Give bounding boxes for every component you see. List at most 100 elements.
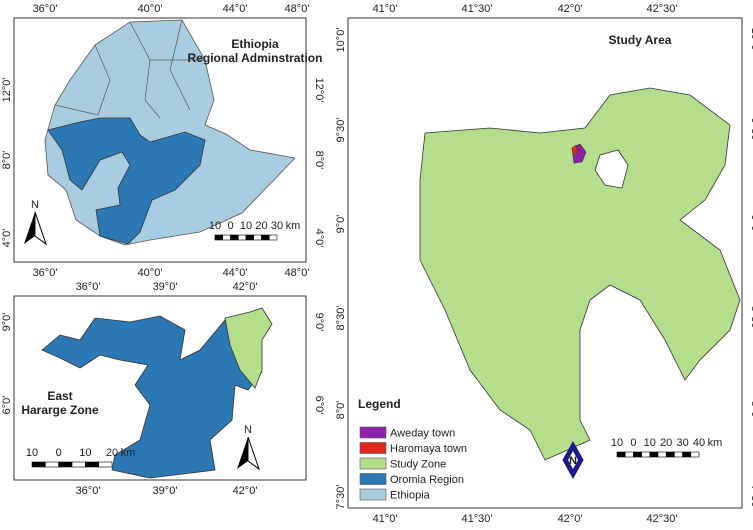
top-coord-label: 42°0' (233, 281, 258, 293)
scale-bar (690, 451, 700, 458)
scale-bar (253, 234, 262, 241)
north-label: N (31, 199, 39, 211)
right-coord-label: 9°0' (749, 215, 753, 234)
scale-label: 0 (56, 447, 62, 459)
bottom-coord-label: 42°0' (558, 513, 583, 525)
scale-bar (214, 234, 224, 241)
bottom-coord-label: 36°0' (33, 267, 58, 279)
legend-label: Haromaya town (390, 443, 467, 455)
north-arrow (34, 211, 47, 246)
scale-label: 20 (106, 447, 118, 459)
left-coord-label: 4°0' (1, 229, 13, 248)
right-coord-label: 12°0' (313, 78, 325, 103)
top-coord-label: 41°0' (373, 3, 398, 15)
scale-label: 10 (79, 447, 91, 459)
top-coord-label: 48°0' (285, 3, 310, 15)
ethiopia-shape (44, 19, 296, 246)
right-coord-label: 10°0' (749, 28, 753, 53)
legend-swatch (359, 457, 387, 470)
right-coord-label: 7°30' (749, 485, 753, 510)
left-coord-label: 7°30' (335, 485, 347, 510)
top-coord-label: 40°0' (138, 3, 163, 15)
legend-swatch (359, 442, 387, 454)
scale-label: 30 (676, 437, 688, 449)
bottom-coord-label: 42°30' (647, 513, 678, 525)
scale-label: 20 (255, 220, 267, 232)
scale-bar (657, 451, 667, 458)
top-coord-label: 44°0' (223, 3, 248, 15)
scale-bar (237, 234, 247, 241)
left-coord-label: 8°0' (1, 151, 13, 170)
right-coord-label: 8°0' (313, 151, 325, 170)
left-coord-label: 9°0' (1, 313, 13, 332)
scale-bar (85, 461, 99, 468)
haromaya-town (571, 144, 579, 156)
scale-label: 10 (644, 437, 656, 449)
legend-label: Ethiopia (390, 490, 431, 502)
scale-label: 0 (227, 220, 233, 232)
map-title: East Hararge Zone (21, 389, 99, 417)
legend-label: Aweday town (390, 428, 455, 440)
left-coord-label: 6°0' (1, 396, 13, 415)
scale-label: 10 (209, 220, 221, 232)
north-label: N (244, 424, 252, 436)
map-title: Ethiopia Regional Adminstration (188, 37, 323, 65)
scale-label: 0 (630, 437, 636, 449)
scale-bar (624, 451, 634, 458)
scale-bar (222, 234, 231, 241)
bottom-coord-label: 39°0' (153, 485, 178, 497)
left-coord-label: 12°0' (1, 78, 13, 103)
north-arrow (237, 437, 248, 469)
left-coord-label: 8°30' (335, 306, 347, 331)
bottom-coord-label: 48°0' (285, 267, 310, 279)
left-coord-label: 10°0' (335, 28, 347, 53)
oromia-shape (41, 315, 263, 479)
scale-bar (98, 461, 113, 468)
scale-bar (71, 461, 86, 468)
top-coord-label: 41°30' (462, 3, 493, 15)
scale-bar (665, 451, 675, 458)
scale-bar (268, 234, 278, 241)
left-coord-label: 8°0' (335, 401, 347, 420)
scale-label: km (708, 437, 723, 449)
legend-swatch (359, 426, 387, 439)
right-coord-label: 4°0' (313, 229, 325, 248)
scale-label: 20 (660, 437, 672, 449)
scale-bar (616, 451, 626, 458)
top-coord-label: 42°0' (558, 3, 583, 15)
right-coord-label: 6°0' (313, 396, 325, 415)
map-title: Study Area (609, 33, 672, 47)
scale-bar (682, 451, 692, 458)
scale-label: km (286, 220, 301, 232)
scale-bar (641, 451, 651, 458)
top-coord-label: 36°0' (76, 281, 101, 293)
right-coord-label: 9°0' (313, 313, 325, 332)
scale-label: 30 (271, 220, 283, 232)
top-coord-label: 36°0' (33, 3, 58, 15)
legend-label: Oromia Region (390, 474, 464, 486)
scale-bar (58, 461, 73, 468)
scale-label: 10 (611, 437, 623, 449)
left-coord-label: 9°0' (335, 215, 347, 234)
bottom-coord-label: 42°0' (233, 485, 258, 497)
scale-label: 10 (26, 447, 38, 459)
top-coord-label: 39°0' (153, 281, 178, 293)
north-label: N (569, 455, 577, 467)
legend-swatch (359, 488, 387, 501)
left-coord-label: 9°30' (335, 118, 347, 143)
bottom-coord-label: 40°0' (138, 267, 163, 279)
north-arrow (24, 212, 35, 244)
scale-label: 40 (693, 437, 705, 449)
top-coord-label: 42°30' (647, 3, 678, 15)
right-coord-label: 9°30' (749, 118, 753, 143)
legend-label: Study Zone (390, 459, 446, 471)
scale-bar (649, 451, 659, 458)
study-zone-shape (419, 87, 741, 461)
scale-bar (230, 234, 239, 241)
north-arrow (247, 436, 260, 471)
bottom-coord-label: 36°0' (76, 485, 101, 497)
study-zone-shape (224, 307, 273, 389)
right-coord-label: 8°30' (749, 306, 753, 331)
bottom-coord-label: 41°30' (462, 513, 493, 525)
